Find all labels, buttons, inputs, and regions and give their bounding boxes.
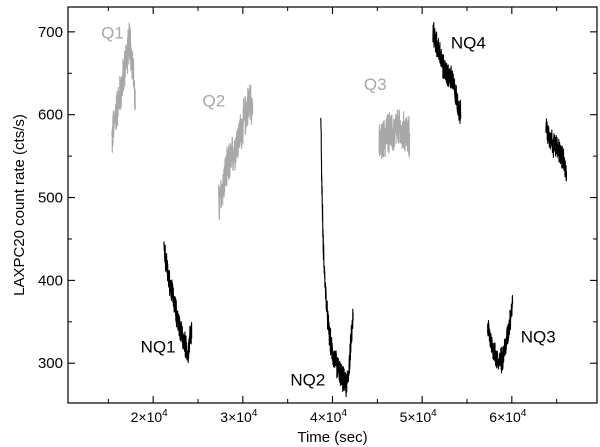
y-tick-label: 700 [38, 24, 63, 41]
x-axis-label: Time (sec) [297, 429, 367, 446]
series-nq4 [432, 22, 462, 124]
annotation-nq1: NQ1 [141, 337, 176, 356]
y-tick-label: 400 [38, 272, 63, 289]
series-nq2 [320, 117, 354, 398]
series-q2 [218, 84, 254, 221]
series-layer [111, 22, 568, 398]
annotation-q3: Q3 [364, 75, 387, 94]
annotation-layer: Q1 Q2 Q3 NQ1 NQ2 NQ3 NQ4 [101, 23, 556, 389]
x-tick-label: 3×104 [220, 408, 258, 425]
x-tick-label: 6×104 [489, 408, 527, 425]
series-nq1 [163, 241, 193, 364]
annotation-nq4: NQ4 [451, 33, 486, 52]
axis-layer: 300 400 500 600 700 2×104 3×104 4×104 5×104 6×104 [38, 6, 598, 425]
annotation-q1: Q1 [101, 23, 124, 42]
series-q1 [111, 22, 136, 153]
annotation-nq3: NQ3 [521, 328, 556, 347]
y-tick-label: 600 [38, 107, 63, 124]
annotation-q2: Q2 [202, 91, 225, 110]
series-segment [545, 118, 568, 182]
series-nq3 [487, 295, 514, 374]
x-tick-label: 2×104 [131, 408, 169, 425]
y-axis-label: LAXPC20 count rate (cts/s) [11, 114, 28, 296]
y-tick-label: 500 [38, 190, 63, 207]
series-q3 [378, 109, 411, 160]
x-tick-label: 4×104 [310, 408, 348, 425]
y-tick-label: 300 [38, 355, 63, 372]
annotation-nq2: NQ2 [290, 371, 325, 390]
x-tick-label: 5×104 [400, 408, 438, 425]
